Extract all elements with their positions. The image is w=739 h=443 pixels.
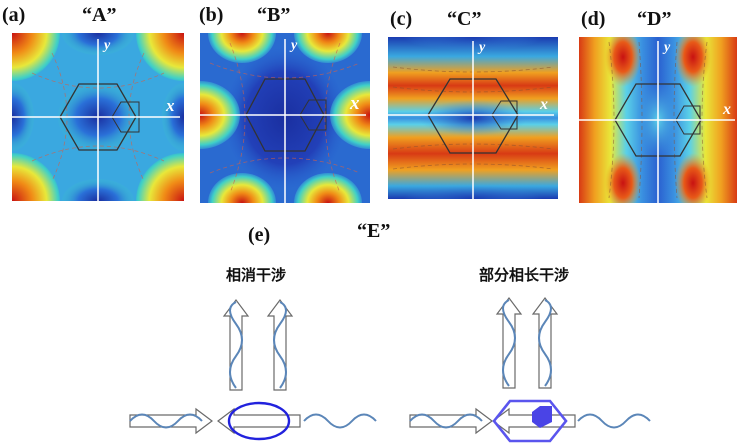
hot-spot — [136, 33, 184, 81]
left-incoming-arrow-right — [129, 408, 213, 434]
hot-spot — [675, 37, 711, 87]
y-axis-label: y — [102, 38, 111, 53]
left-emitted-arrow-2 — [267, 299, 293, 391]
x-axis-label: x — [722, 101, 731, 118]
panel-c-quote: “C” — [447, 8, 482, 30]
y-axis-label: y — [289, 38, 298, 53]
right-emitted-arrow-2 — [532, 297, 558, 389]
hot-spot — [294, 173, 362, 203]
panel-a-quote: “A” — [82, 4, 117, 26]
panel-c-label: (c) — [390, 8, 413, 30]
hot-spot — [208, 33, 276, 63]
panel-b-label: (b) — [199, 4, 224, 26]
panel-d-map: x y — [579, 37, 737, 203]
hot-spot — [675, 153, 711, 203]
right-emitted-arrow-1 — [496, 297, 522, 389]
hot-spot — [605, 153, 641, 203]
panel-e-label: (e) — [248, 224, 271, 246]
x-axis-label: x — [349, 93, 360, 114]
left-emitted-arrow-1 — [223, 299, 249, 391]
left-schematic-title: 相消干涉 — [226, 266, 287, 284]
right-schematic-title: 部分相长干涉 — [479, 266, 570, 284]
panel-e-quote: “E” — [357, 220, 391, 242]
y-axis-label: y — [662, 40, 671, 55]
panel-b-map: x y — [200, 33, 370, 203]
hexagon-inner-shape — [532, 406, 552, 428]
hot-spot — [605, 37, 641, 87]
hot-spot — [12, 153, 60, 201]
hot-spot — [136, 153, 184, 201]
interference-schematic — [129, 297, 651, 443]
x-axis-label: x — [539, 96, 548, 113]
left-incoming-arrow-left — [217, 408, 377, 434]
circular-cavity — [227, 401, 291, 441]
right-incoming-arrow-right — [409, 408, 493, 434]
panel-a-map: x y — [12, 33, 184, 201]
panel-a-label: (a) — [2, 4, 26, 26]
hot-spot — [12, 33, 60, 81]
hot-spot — [208, 173, 276, 203]
x-axis-label: x — [165, 96, 175, 115]
hot-spot — [294, 33, 362, 63]
y-axis-label: y — [477, 40, 486, 55]
panel-b-quote: “B” — [257, 4, 291, 26]
panel-c-map: x y — [388, 37, 558, 199]
hexagonal-cavity — [492, 399, 568, 443]
right-incoming-arrow-left — [492, 408, 651, 434]
panel-d-label: (d) — [581, 8, 606, 30]
panel-d-quote: “D” — [637, 8, 672, 30]
